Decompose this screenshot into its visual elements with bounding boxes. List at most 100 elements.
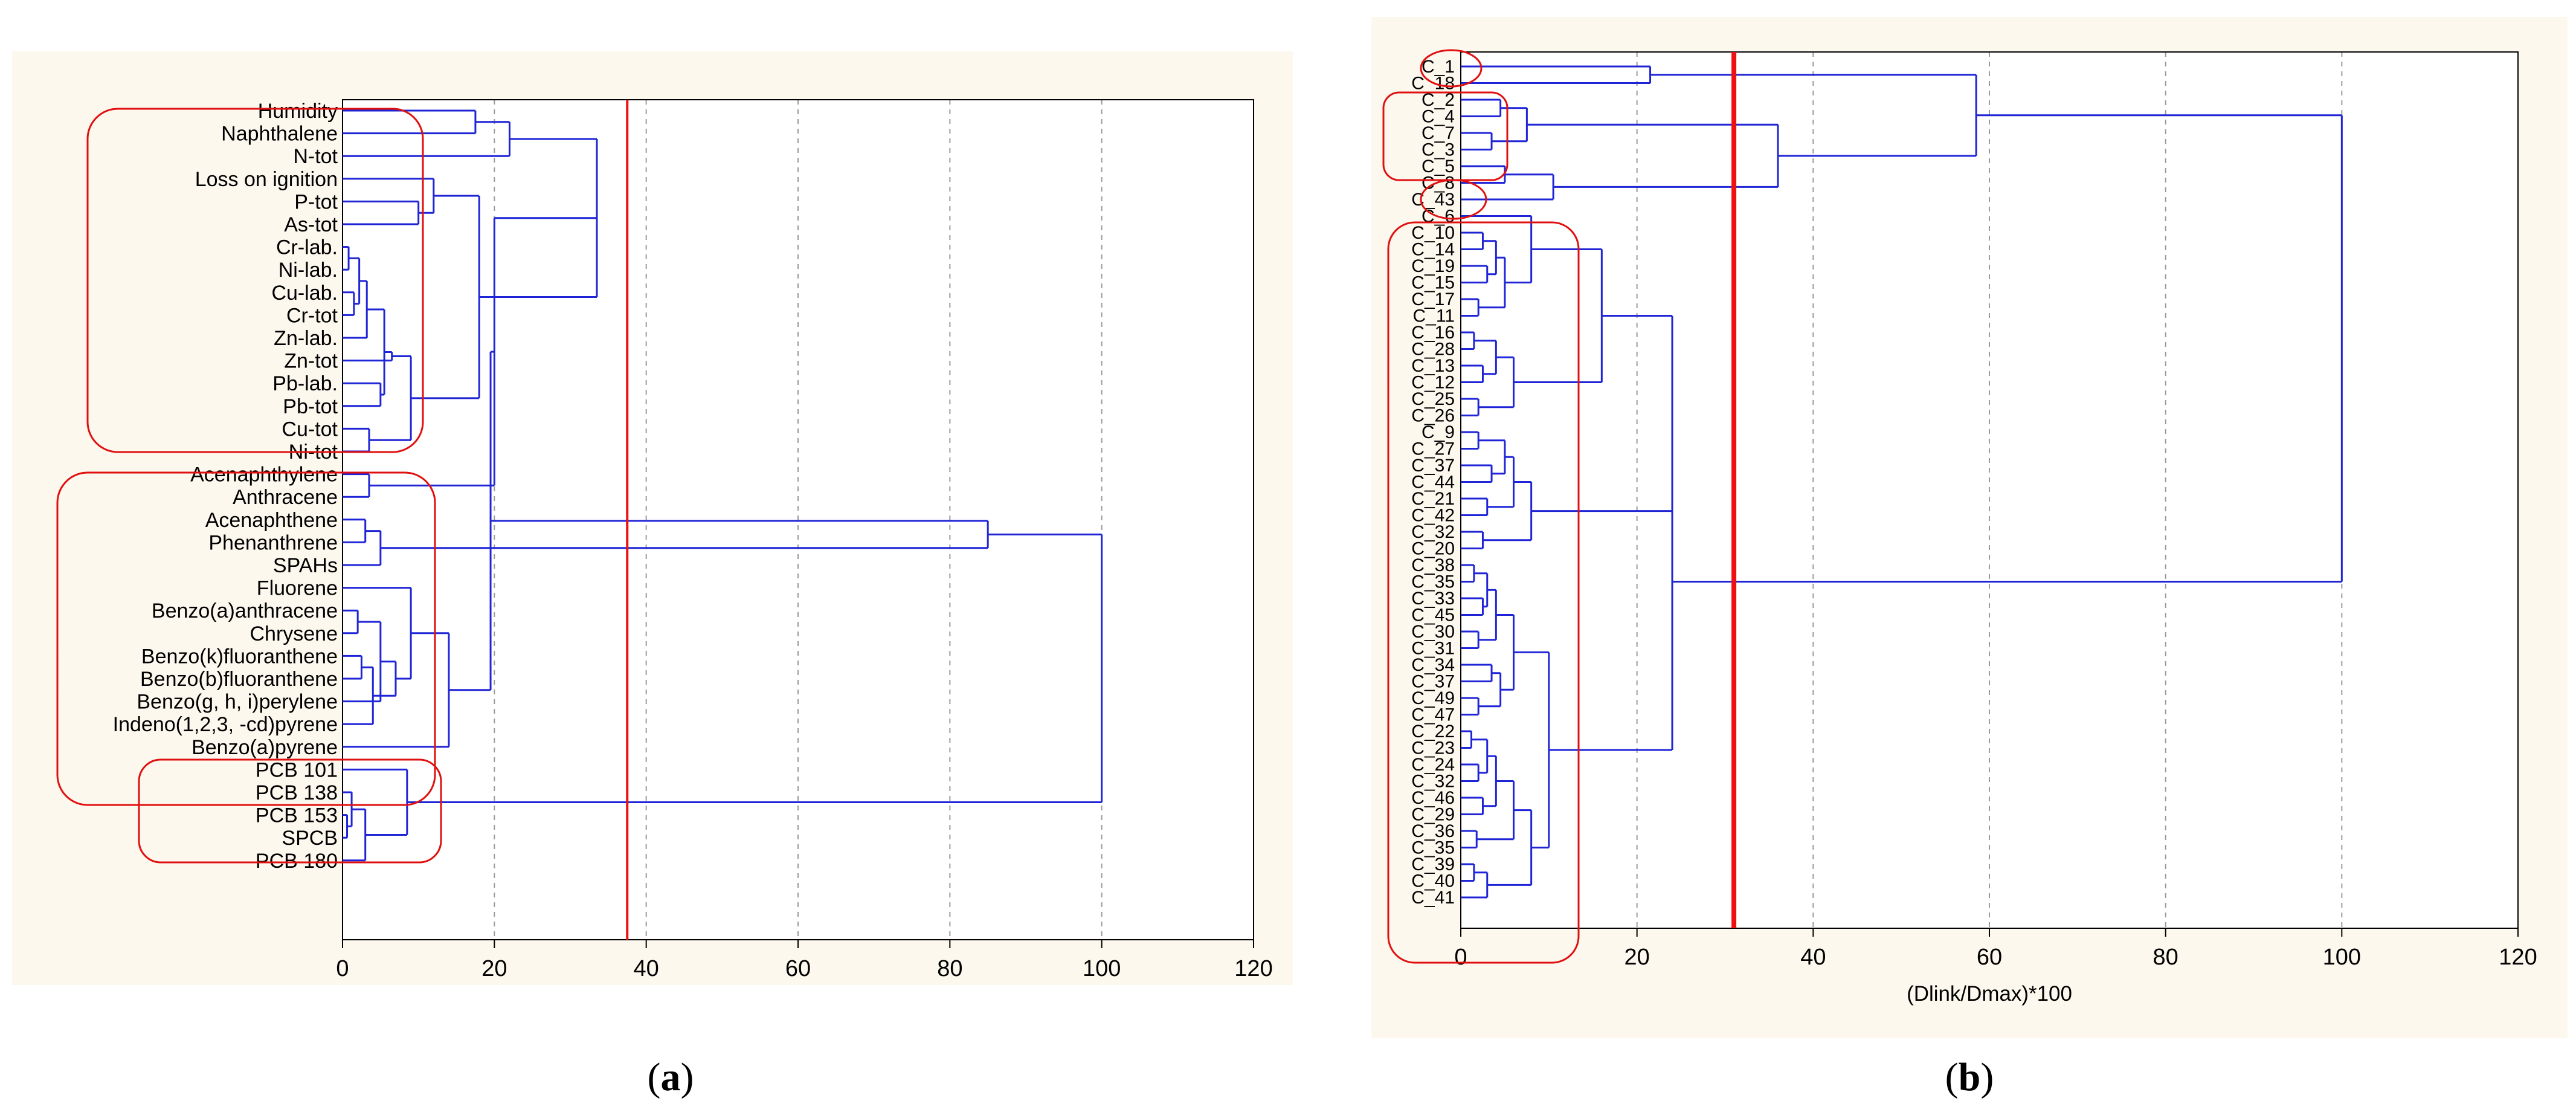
a-leaf-label: Zn-tot <box>284 350 338 373</box>
b-leaf-label: C_19 <box>1411 256 1455 276</box>
b-leaf-label: C_20 <box>1411 539 1455 559</box>
b-leaf-label: C_29 <box>1411 805 1455 825</box>
b-xtick-label: 0 <box>1454 945 1467 970</box>
a-leaf-label: PCB 101 <box>256 758 338 781</box>
b-xtick-label: 60 <box>1977 945 2002 970</box>
b-leaf-label: C_14 <box>1411 240 1455 260</box>
b-leaf-label: C_37 <box>1411 456 1455 476</box>
panel-a-caption: (a) <box>647 1055 694 1099</box>
b-leaf-label: C_33 <box>1411 589 1455 609</box>
b-leaf-label: C_27 <box>1411 439 1455 459</box>
b-leaf-label: C_13 <box>1411 356 1455 376</box>
a-leaf-label: SPAHs <box>273 554 338 577</box>
a-leaf-label: Indeno(1,2,3, -cd)pyrene <box>113 713 338 736</box>
b-leaf-label: C_42 <box>1411 506 1455 526</box>
b-leaf-label: C_45 <box>1411 606 1455 625</box>
b-leaf-label: C_15 <box>1411 273 1455 293</box>
b-cluster-outline-4 <box>1387 221 1580 964</box>
b-xtick-label: 100 <box>2323 945 2361 970</box>
b-xtick-label: 80 <box>2153 945 2178 970</box>
a-leaf-label: Cu-lab. <box>271 282 338 305</box>
dendrogram-panel-b: 0 20 40 60 80 100 120 (Dlink/Dmax)*100 C_1 C_18 C_… <box>1371 17 2568 1038</box>
b-leaf-label: C_43 <box>1411 190 1455 210</box>
a-leaf-label: Pb-tot <box>283 395 338 418</box>
b-leaf-label: C_37 <box>1411 672 1455 692</box>
a-leaf-label: Fluorene <box>257 577 338 600</box>
b-plot-frame <box>1460 51 2519 929</box>
a-xtick-label: 60 <box>785 956 811 981</box>
a-leaf-label: N-tot <box>293 145 338 168</box>
b-leaf-label: C_5 <box>1422 157 1455 176</box>
a-leaf-label: Benzo(k)fluoranthene <box>141 645 338 668</box>
b-leaf-label: C_3 <box>1422 140 1455 160</box>
b-leaf-label: C_28 <box>1411 340 1455 360</box>
b-leaf-label: C_35 <box>1411 838 1455 858</box>
b-leaf-label: C_49 <box>1411 688 1455 708</box>
a-leaf-label: Cr-tot <box>286 304 338 327</box>
b-leaf-label: C_17 <box>1411 289 1455 309</box>
b-leaf-label: C_16 <box>1411 323 1455 343</box>
b-leaf-label: C_9 <box>1422 422 1455 442</box>
a-xtick-label: 20 <box>481 956 507 981</box>
a-cluster-outline-3 <box>138 758 442 864</box>
a-xtick-label: 80 <box>937 956 962 981</box>
b-cluster-outline-1 <box>1420 49 1483 88</box>
b-leaf-label: C_36 <box>1411 821 1455 841</box>
b-xtick-label: 120 <box>2499 945 2537 970</box>
b-leaf-label: C_23 <box>1411 738 1455 758</box>
a-leaf-label: Naphthalene <box>221 123 338 146</box>
b-leaf-label: C_31 <box>1411 639 1455 659</box>
a-leaf-label: Anthracene <box>233 486 338 509</box>
a-xtick-label: 120 <box>1234 956 1272 981</box>
a-leaf-label: Ni-lab. <box>279 259 338 282</box>
a-cluster-outline-1 <box>86 108 424 453</box>
b-cluster-outline-3 <box>1420 179 1487 220</box>
b-leaf-label: C_35 <box>1411 572 1455 592</box>
a-leaf-label: Acenaphthylene <box>190 464 338 486</box>
a-leaf-label: SPCB <box>282 827 338 850</box>
b-leaf-label: C_34 <box>1411 655 1455 675</box>
a-leaf-label: PCB 138 <box>256 781 338 804</box>
b-leaf-label: C_41 <box>1411 888 1455 908</box>
a-leaf-label: Humidity <box>258 100 338 123</box>
dendrogram-b-svg: 0 20 40 60 80 100 120(Dlink/Dmax)*100C_1C_18C_… <box>1382 49 2537 1006</box>
b-xtick-label: 20 <box>1624 945 1650 970</box>
b-leaf-label: C_10 <box>1411 223 1455 243</box>
a-leaf-label: Zn-lab. <box>274 327 338 350</box>
b-x-axis-label: (Dlink/Dmax)*100 <box>1907 982 2072 1006</box>
b-leaf-label: C_46 <box>1411 788 1455 808</box>
panel-b-caption: (b) <box>1945 1055 1994 1099</box>
b-xtick-label: 40 <box>1800 945 1826 970</box>
dendrogram-a-svg: 020406080100120(Dlink/Dmax)*100HumidityN… <box>56 99 1273 1012</box>
a-xtick-label: 40 <box>634 956 659 981</box>
b-leaf-label: C_39 <box>1411 855 1455 874</box>
b-leaf-label: C_12 <box>1411 373 1455 393</box>
a-leaf-label: Benzo(g, h, i)perylene <box>137 691 338 714</box>
b-leaf-label: C_44 <box>1411 473 1455 493</box>
a-leaf-label: Acenaphthene <box>205 509 338 532</box>
a-leaf-label: PCB 153 <box>256 804 338 827</box>
a-leaf-label: Cu-tot <box>282 418 338 441</box>
b-leaf-label: C_4 <box>1422 107 1455 127</box>
b-leaf-label: C_1 <box>1422 57 1455 77</box>
a-leaf-label: PCB 180 <box>256 850 338 873</box>
a-leaf-label: Pb-lab. <box>272 372 338 395</box>
b-leaf-label: C_21 <box>1411 489 1455 509</box>
b-leaf-label: C_38 <box>1411 555 1455 575</box>
b-leaf-label: C_30 <box>1411 622 1455 642</box>
a-leaf-label: Cr-lab. <box>276 236 338 259</box>
b-leaf-label: C_25 <box>1411 389 1455 409</box>
b-leaf-label: C_32 <box>1411 772 1455 792</box>
a-leaf-label: Benzo(b)fluoranthene <box>140 668 338 691</box>
a-cluster-outline-2 <box>56 471 436 806</box>
a-leaf-label: Phenanthrene <box>208 531 338 554</box>
b-leaf-label: C_32 <box>1411 522 1455 542</box>
b-leaf-label: C_47 <box>1411 705 1455 725</box>
a-leaf-label: Benzo(a)anthracene <box>152 599 338 622</box>
b-leaf-label: C_11 <box>1413 306 1455 326</box>
a-leaf-label: Loss on ignition <box>195 168 338 191</box>
b-leaf-label: C_40 <box>1411 871 1455 891</box>
a-xtick-label: 100 <box>1083 956 1121 981</box>
dendrogram-panel-a: 020406080100120(Dlink/Dmax)*100HumidityN… <box>12 51 1293 1012</box>
b-leaf-label: C_22 <box>1411 722 1455 742</box>
